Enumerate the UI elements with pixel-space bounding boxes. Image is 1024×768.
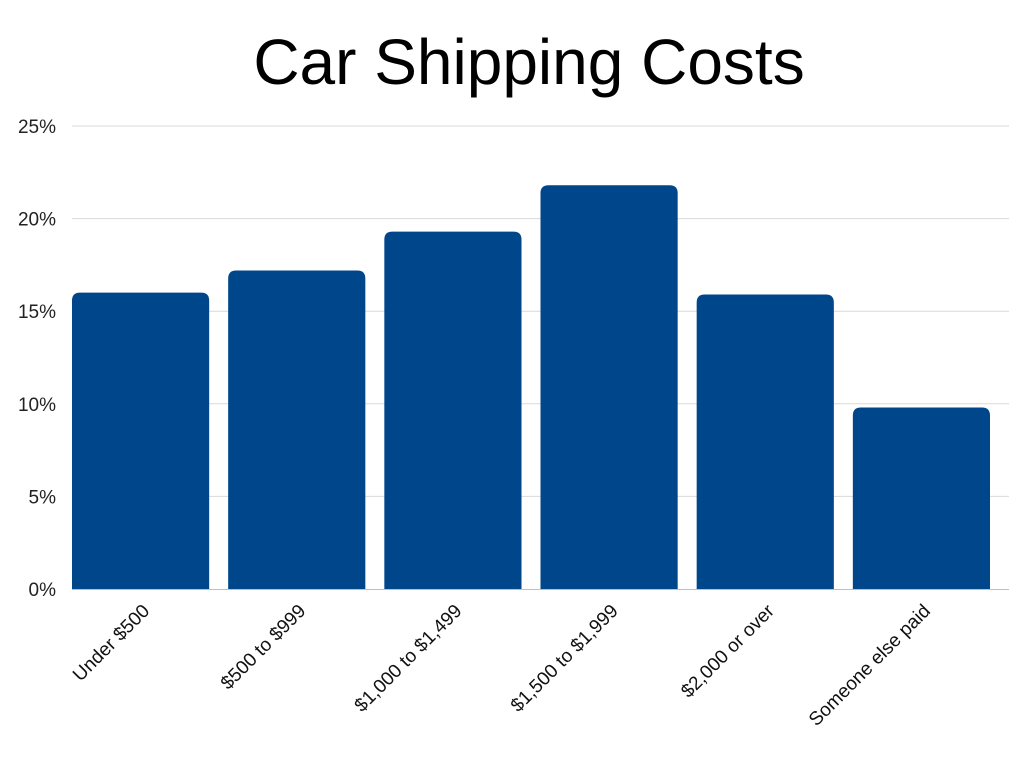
bars — [72, 185, 990, 589]
bar — [852, 407, 990, 589]
x-tick-label: $2,000 or over — [677, 600, 779, 702]
x-tick-label: $1,500 to $1,999 — [507, 601, 623, 717]
chart-title: Car Shipping Costs — [253, 26, 805, 98]
bar — [72, 292, 210, 589]
y-tick-label: 5% — [29, 487, 57, 508]
y-tick-label: 0% — [29, 580, 57, 601]
x-tick-label: Under $500 — [69, 601, 154, 686]
y-tick-label: 15% — [18, 302, 56, 323]
bar — [384, 231, 522, 589]
x-axis-labels: Under $500 $500 to $999 $1,000 to $1,499 $1… — [69, 600, 935, 730]
y-axis-ticks: 0% 5% 10% 15% 20% 25% — [18, 117, 56, 601]
x-tick-label: $1,000 to $1,499 — [351, 601, 467, 717]
y-tick-label: 20% — [18, 210, 56, 231]
bar — [696, 294, 834, 589]
bar — [228, 270, 366, 589]
x-tick-label: Someone else paid — [805, 601, 935, 731]
y-tick-label: 25% — [18, 117, 56, 138]
y-tick-label: 10% — [18, 395, 56, 416]
x-tick-label: $500 to $999 — [217, 601, 310, 694]
bar — [540, 185, 678, 589]
